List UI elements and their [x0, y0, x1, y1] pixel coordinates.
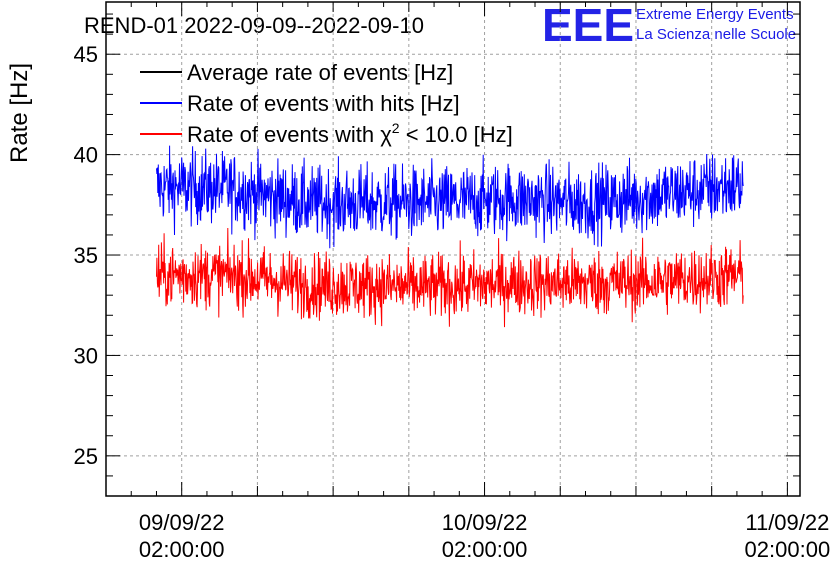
y-tick-label: 40 [74, 143, 98, 168]
series-line-0 [156, 145, 744, 249]
y-ticks: 25 30 35 40 45 [74, 13, 800, 497]
plot-frame [105, 1, 801, 497]
y-tick-label: 25 [74, 444, 98, 469]
legend-chi2-post: < 10.0 [Hz] [400, 122, 513, 147]
x-ticks: 09/09/2202:00:0010/09/2202:00:0011/09/22… [130, 2, 831, 562]
legend-chi2-sup: 2 [392, 120, 400, 136]
x-tick-date: 11/09/22 [745, 510, 829, 535]
x-tick-time: 02:00:00 [745, 537, 831, 562]
legend: Average rate of events [Hz] Rate of even… [140, 60, 513, 147]
chart-title: REND-01 2022-09-09--2022-09-10 [84, 13, 424, 38]
y-tick-label: 45 [74, 42, 98, 67]
legend-label-chi2: Rate of events with χ2 < 10.0 [Hz] [187, 120, 513, 147]
legend-chi2-pre: Rate of events with [187, 122, 380, 147]
series-line-1 [156, 227, 744, 328]
x-tick-time: 02:00:00 [139, 537, 225, 562]
y-tick-label: 30 [74, 343, 98, 368]
logo-line1: Extreme Energy Events [636, 6, 794, 23]
series-lines [156, 145, 744, 328]
plot-border [105, 1, 801, 497]
legend-chi2-symbol: χ [380, 122, 392, 147]
y-tick-label: 35 [74, 243, 98, 268]
eee-logo: EEE Extreme Energy Events La Scienza nel… [542, 0, 796, 51]
y-axis-label: Rate [Hz] [6, 63, 33, 163]
logo-line2: La Scienza nelle Scuole [636, 26, 796, 43]
legend-label-hits: Rate of events with hits [Hz] [187, 91, 460, 116]
x-tick-date: 10/09/22 [442, 510, 528, 535]
x-tick-time: 02:00:00 [442, 537, 528, 562]
logo-mark: EEE [542, 0, 634, 51]
x-tick-date: 09/09/22 [139, 510, 225, 535]
legend-label-average: Average rate of events [Hz] [187, 60, 453, 85]
